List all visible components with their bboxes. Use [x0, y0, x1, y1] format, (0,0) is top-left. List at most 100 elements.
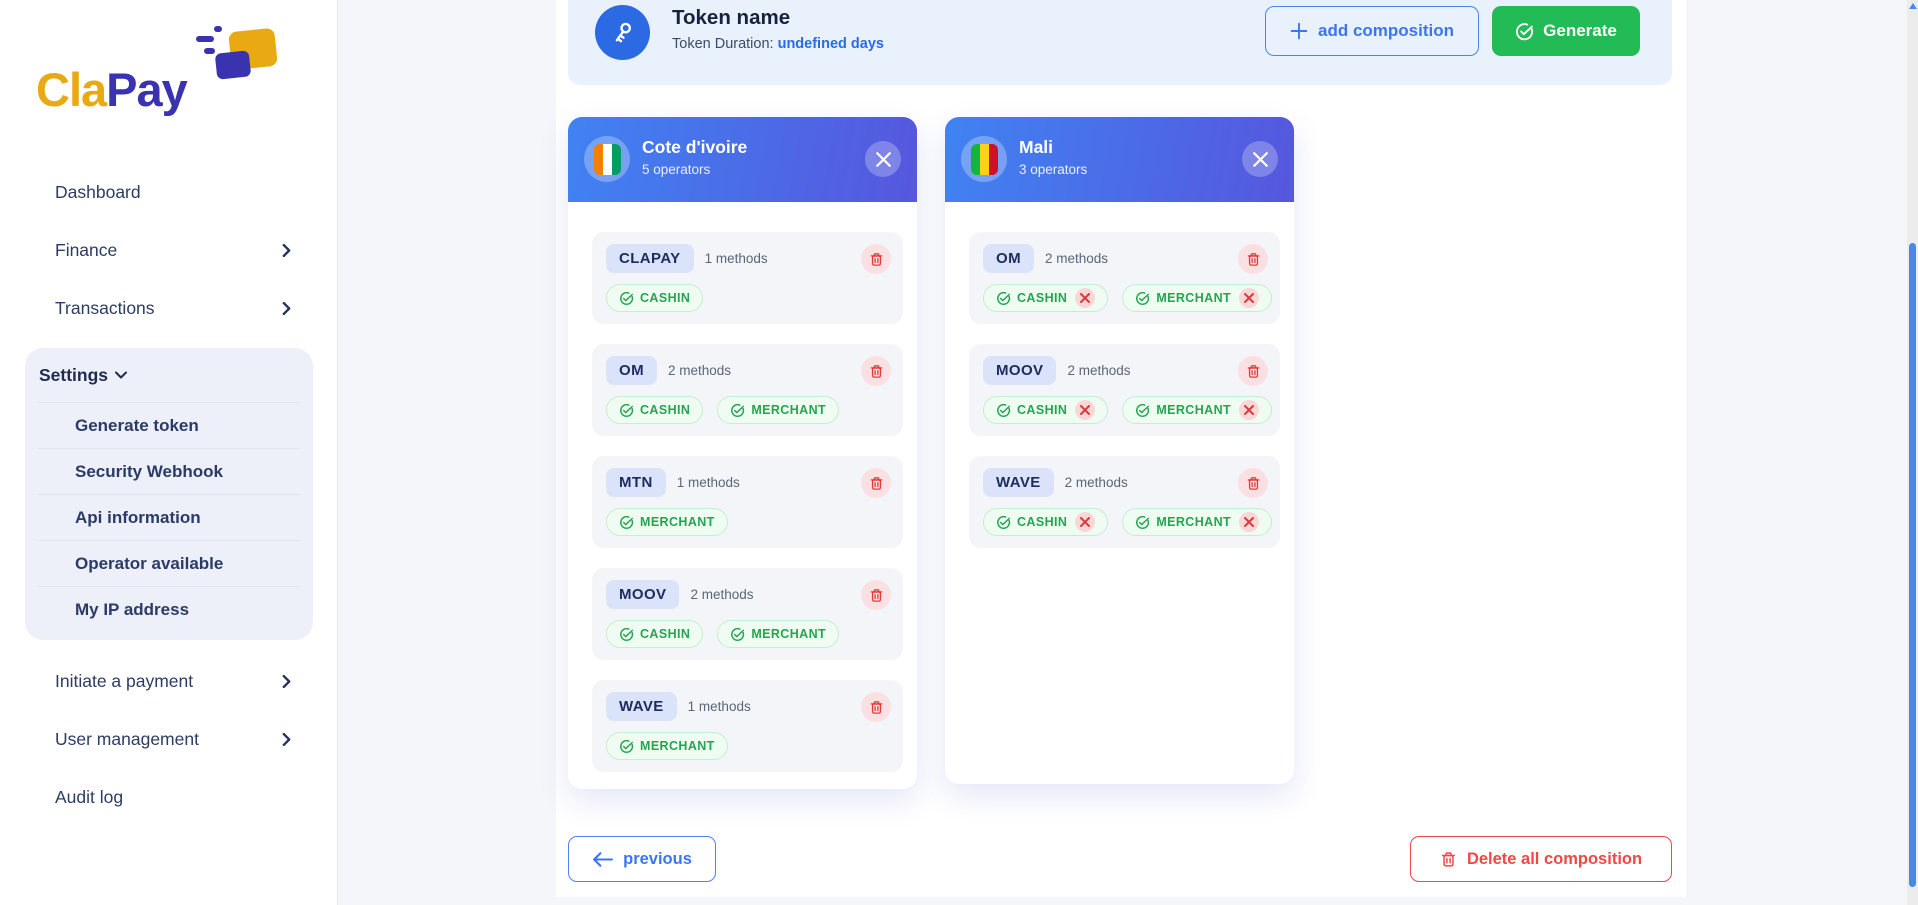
- remove-country-button[interactable]: [865, 141, 901, 177]
- method-badge: MERCHANT: [1122, 396, 1273, 424]
- generate-label: Generate: [1543, 21, 1617, 40]
- scrollbar-thumb[interactable]: [1909, 243, 1916, 887]
- method-badge: MERCHANT: [1122, 284, 1273, 312]
- remove-method-button[interactable]: [1075, 512, 1096, 532]
- operator-name: MOOV: [983, 356, 1057, 385]
- flag-stripe: [593, 143, 603, 175]
- sidebar-item-settings[interactable]: Settings: [25, 348, 313, 402]
- sidebar-item-label: Dashboard: [55, 181, 141, 202]
- delete-operator-button[interactable]: [861, 244, 891, 274]
- token-duration: Token Duration: undefined days: [672, 36, 884, 52]
- sidebar-item-transactions[interactable]: Transactions: [25, 284, 313, 332]
- country-card-header: Cote d'ivoire 5 operators: [568, 117, 917, 202]
- method-label: MERCHANT: [751, 627, 827, 641]
- remove-country-button[interactable]: [1242, 141, 1278, 177]
- delete-operator-button[interactable]: [861, 692, 891, 722]
- sidebar-item-user-management[interactable]: User management: [25, 715, 313, 763]
- previous-button[interactable]: previous: [568, 836, 716, 882]
- remove-method-button[interactable]: [1075, 288, 1096, 308]
- sidebar-item-finance[interactable]: Finance: [25, 226, 313, 274]
- delete-operator-button[interactable]: [1238, 356, 1268, 386]
- delete-operator-button[interactable]: [1238, 244, 1268, 274]
- methods-count: 2 methods: [1044, 251, 1109, 266]
- vertical-scrollbar[interactable]: [1907, 0, 1918, 905]
- logo-dash-icon: [204, 48, 215, 54]
- add-composition-button[interactable]: add composition: [1265, 6, 1479, 56]
- chevron-right-icon: [282, 674, 291, 688]
- key-icon: [595, 5, 650, 60]
- method-badges: MERCHANT: [606, 732, 728, 760]
- check-circle-icon: [997, 291, 1011, 305]
- method-label: MERCHANT: [1156, 515, 1232, 529]
- delete-all-composition-button[interactable]: Delete all composition: [1410, 836, 1672, 882]
- sidebar-item-label: Settings: [39, 364, 109, 385]
- method-label: CASHIN: [640, 403, 691, 417]
- check-circle-icon: [1516, 22, 1534, 40]
- remove-x-icon: [1080, 405, 1091, 415]
- method-badge: CASHIN: [606, 284, 704, 312]
- chevron-right-icon: [282, 301, 291, 315]
- sidebar-item-audit-log[interactable]: Audit log: [25, 773, 313, 821]
- operator-name: CLAPAY: [606, 244, 694, 273]
- check-circle-icon: [997, 403, 1011, 417]
- method-label: CASHIN: [1017, 291, 1068, 305]
- sidebar-item-initiate-payment[interactable]: Initiate a payment: [25, 657, 313, 705]
- method-badge: CASHIN: [983, 396, 1109, 424]
- methods-count: 1 methods: [687, 699, 751, 714]
- method-badge: MERCHANT: [606, 732, 728, 760]
- check-circle-icon: [1136, 291, 1150, 305]
- check-circle-icon: [997, 515, 1011, 529]
- methods-count: 2 methods: [690, 587, 754, 602]
- sidebar-item-dashboard[interactable]: Dashboard: [25, 168, 313, 216]
- token-header: Token name Token Duration: undefined day…: [568, 0, 1672, 85]
- method-badge: MERCHANT: [717, 620, 840, 648]
- delete-operator-button[interactable]: [1238, 468, 1268, 498]
- country-card: Mali 3 operators OM 2 methods CASHIN MERCHANT…: [945, 117, 1294, 784]
- previous-label: previous: [623, 849, 692, 868]
- delete-all-label: Delete all composition: [1466, 849, 1643, 868]
- operator-name: OM: [606, 356, 657, 385]
- check-circle-icon: [620, 739, 634, 753]
- sidebar-item-my-ip-address[interactable]: My IP address: [38, 586, 300, 632]
- token-duration-value: undefined days: [777, 36, 884, 52]
- remove-method-button[interactable]: [1239, 400, 1260, 420]
- sidebar-item-generate-token[interactable]: Generate token: [38, 402, 300, 448]
- method-badge: MERCHANT: [717, 396, 840, 424]
- close-icon: [875, 151, 891, 167]
- remove-method-button[interactable]: [1075, 400, 1096, 420]
- operator-name: OM: [983, 244, 1034, 273]
- sidebar-item-api-information[interactable]: Api information: [38, 494, 300, 540]
- country-card-body: OM 2 methods CASHIN MERCHANT MOOV 2 methods CA…: [945, 202, 1294, 565]
- delete-operator-button[interactable]: [861, 580, 891, 610]
- check-circle-icon: [620, 403, 634, 417]
- check-circle-icon: [731, 403, 745, 417]
- method-badge: CASHIN: [606, 620, 704, 648]
- method-badge: CASHIN: [983, 284, 1109, 312]
- delete-operator-button[interactable]: [861, 356, 891, 386]
- remove-x-icon: [1244, 517, 1255, 527]
- logo-dash-icon: [196, 36, 214, 42]
- content-panel: Token name Token Duration: undefined day…: [556, 0, 1686, 897]
- main-content: Token name Token Duration: undefined day…: [339, 0, 1918, 905]
- method-label: MERCHANT: [1156, 291, 1232, 305]
- remove-method-button[interactable]: [1239, 288, 1260, 308]
- sidebar-item-security-webhook[interactable]: Security Webhook: [38, 448, 300, 494]
- sidebar-item-operator-available[interactable]: Operator available: [38, 540, 300, 586]
- method-badges: CASHIN MERCHANT: [983, 508, 1273, 536]
- methods-count: 2 methods: [667, 363, 732, 378]
- scrollbar-up-arrow[interactable]: [1908, 3, 1917, 9]
- trash-icon: [1247, 476, 1259, 490]
- country-name: Cote d'ivoire: [642, 137, 748, 157]
- close-icon: [1252, 151, 1268, 167]
- method-label: CASHIN: [1017, 515, 1068, 529]
- token-duration-label: Token Duration:: [672, 36, 774, 52]
- generate-button[interactable]: Generate: [1492, 6, 1640, 56]
- method-label: CASHIN: [1017, 403, 1068, 417]
- operators-count: 3 operators: [1019, 162, 1088, 177]
- remove-method-button[interactable]: [1239, 512, 1260, 532]
- operator-row: MTN 1 methods MERCHANT: [592, 456, 903, 548]
- operator-row: CLAPAY 1 methods CASHIN: [592, 232, 903, 324]
- check-circle-icon: [1136, 403, 1150, 417]
- chevron-right-icon: [282, 243, 291, 257]
- delete-operator-button[interactable]: [861, 468, 891, 498]
